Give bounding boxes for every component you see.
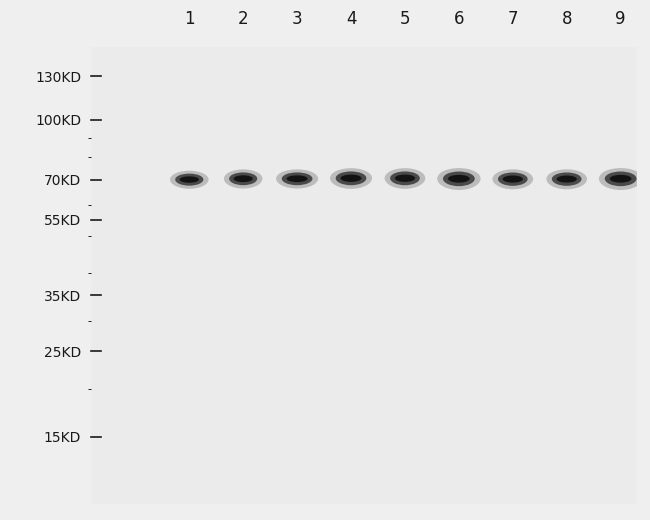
Ellipse shape	[395, 175, 415, 182]
Ellipse shape	[547, 170, 587, 189]
Ellipse shape	[341, 175, 361, 182]
Ellipse shape	[556, 176, 577, 183]
Ellipse shape	[599, 168, 642, 190]
Ellipse shape	[502, 176, 523, 183]
Ellipse shape	[276, 170, 318, 189]
Text: 9: 9	[616, 10, 626, 29]
Ellipse shape	[390, 172, 420, 185]
Ellipse shape	[170, 171, 209, 189]
Ellipse shape	[552, 173, 582, 186]
Ellipse shape	[176, 174, 203, 186]
Ellipse shape	[437, 168, 480, 190]
Text: 1: 1	[184, 10, 194, 29]
Text: 4: 4	[346, 10, 356, 29]
Ellipse shape	[443, 172, 474, 186]
Ellipse shape	[224, 170, 263, 189]
Ellipse shape	[448, 175, 470, 183]
Ellipse shape	[179, 176, 199, 183]
Text: 3: 3	[292, 10, 302, 29]
Ellipse shape	[229, 173, 257, 185]
Text: 6: 6	[454, 10, 464, 29]
Ellipse shape	[385, 168, 425, 189]
Text: 5: 5	[400, 10, 410, 29]
Ellipse shape	[610, 175, 632, 183]
Ellipse shape	[330, 168, 372, 189]
Ellipse shape	[233, 175, 253, 182]
Ellipse shape	[287, 175, 307, 182]
Text: 7: 7	[508, 10, 518, 29]
Ellipse shape	[604, 172, 636, 186]
Text: 8: 8	[562, 10, 572, 29]
Ellipse shape	[281, 173, 313, 185]
Ellipse shape	[498, 173, 528, 186]
Ellipse shape	[493, 170, 533, 189]
Text: 2: 2	[238, 10, 248, 29]
Ellipse shape	[335, 172, 367, 185]
